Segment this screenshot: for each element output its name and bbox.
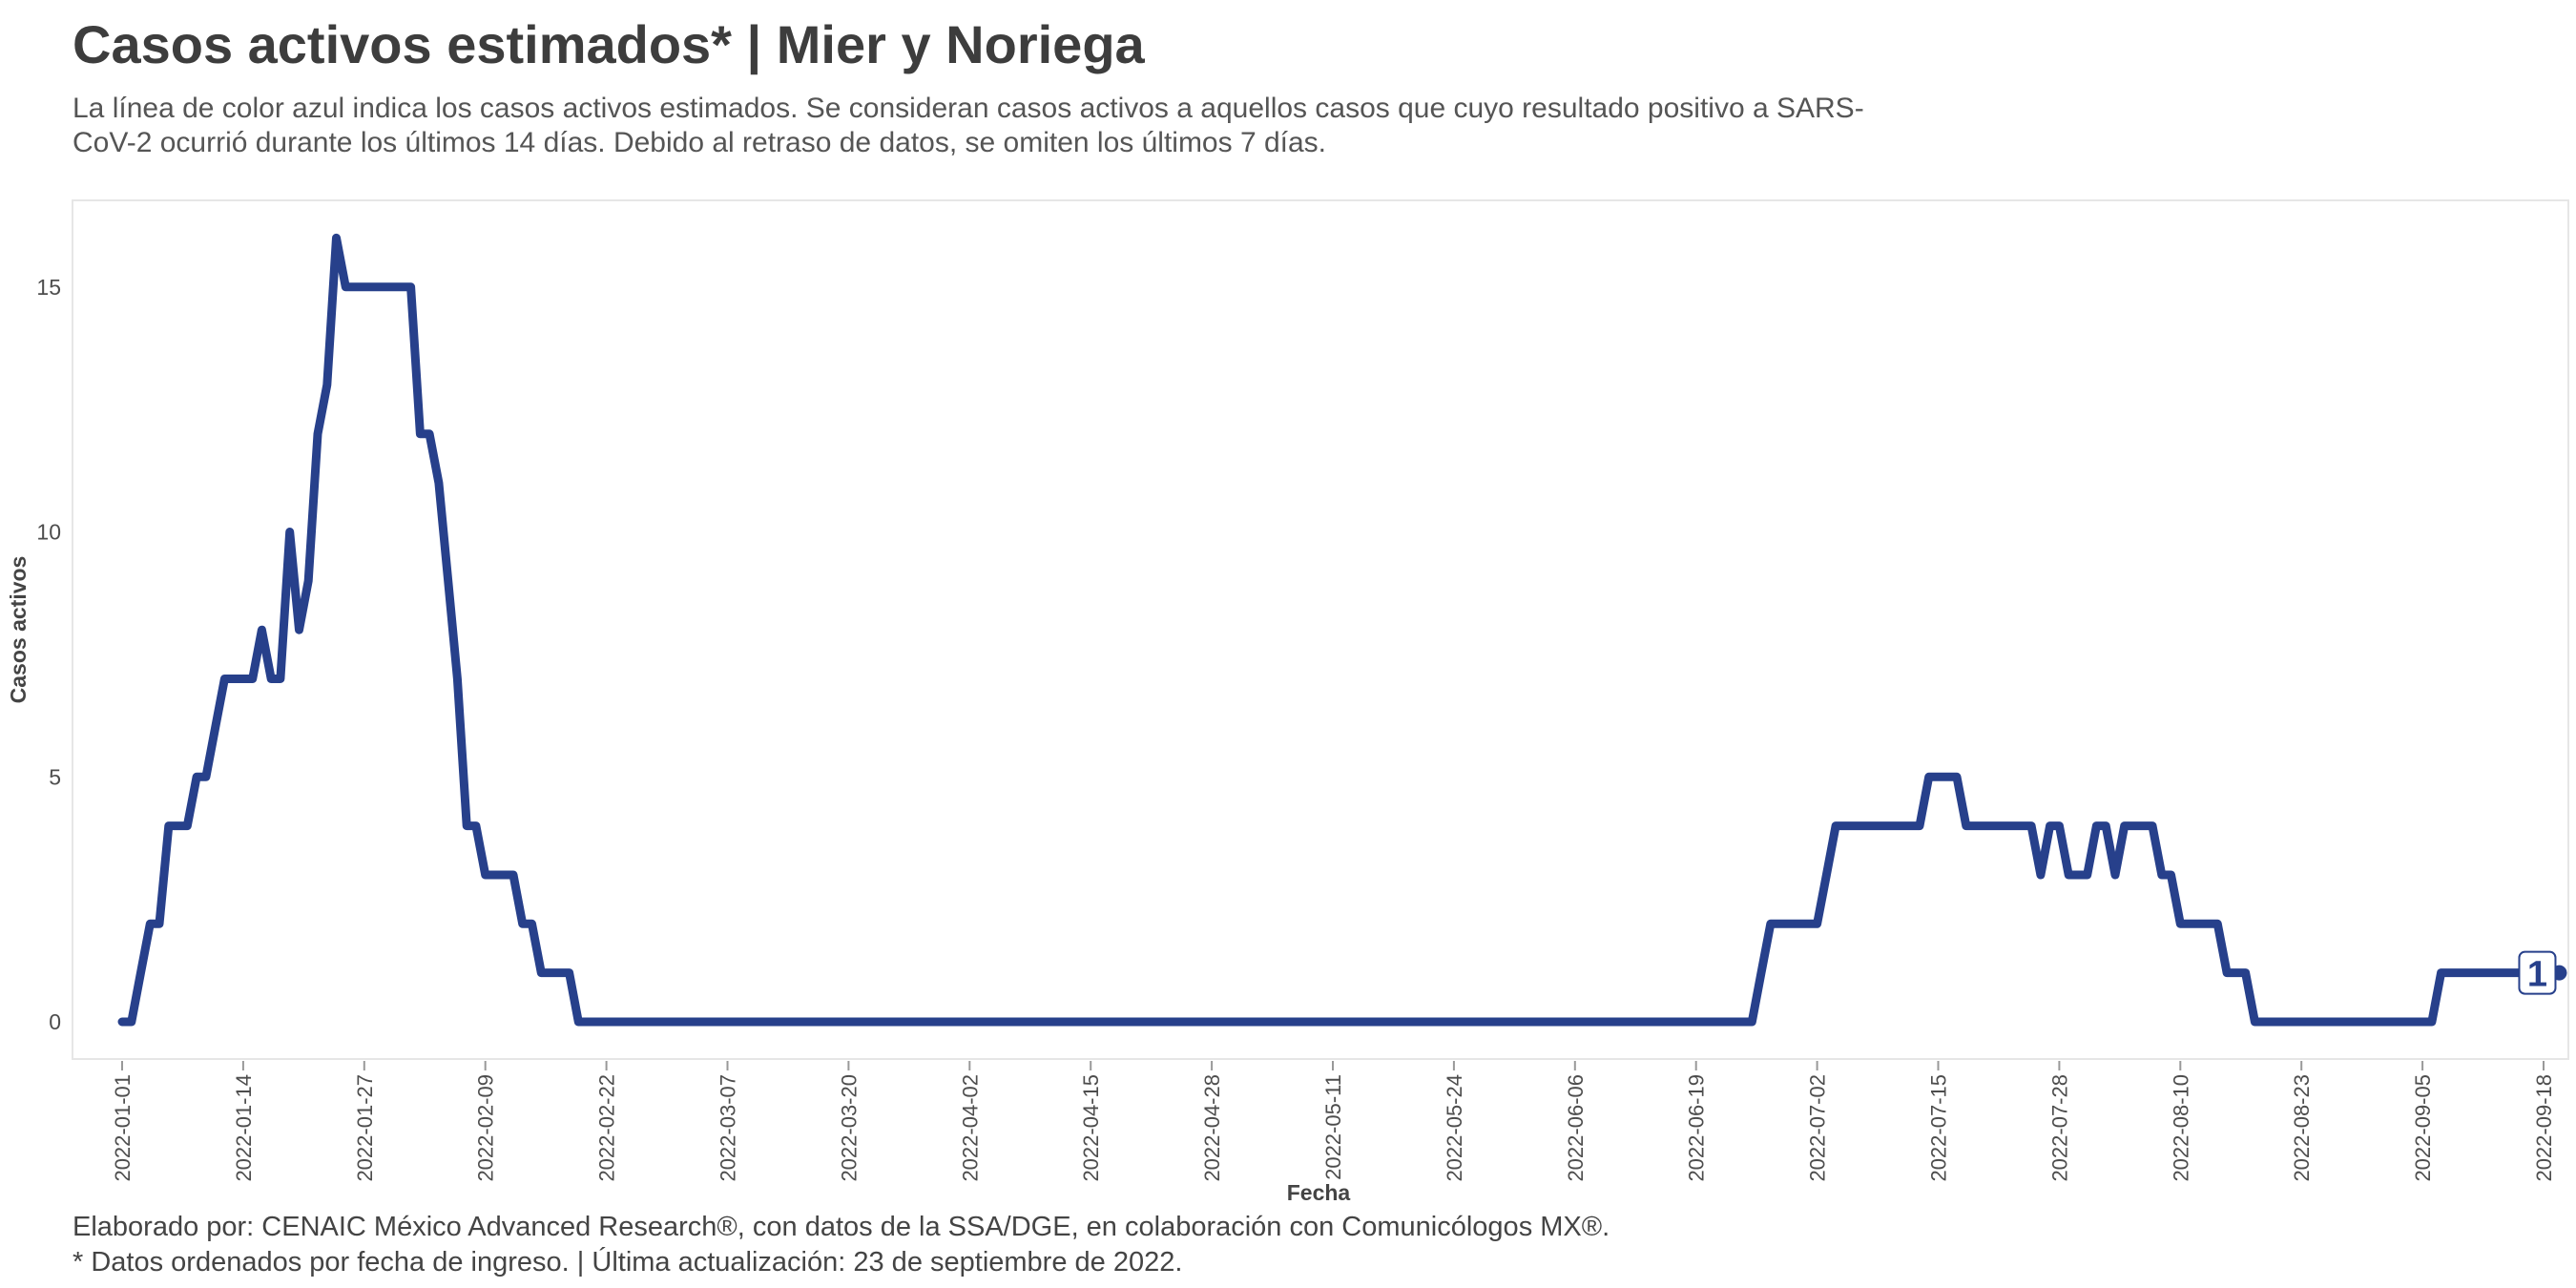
y-axis: 0 5 10 15 [36,275,61,1034]
x-tick-label-5: 2022-03-07 [717,1074,740,1182]
end-value-label: 1 [2518,950,2557,995]
chart-caption: Elaborado por: CENAIC México Advanced Re… [73,1210,1610,1280]
x-tick-label-9: 2022-04-28 [1200,1074,1224,1182]
x-tick-label-8: 2022-04-15 [1079,1074,1103,1182]
chart-subtitle: La línea de color azul indica los casos … [73,93,1864,158]
y-tick-label-2: 10 [36,520,61,545]
x-tick-label-19: 2022-09-05 [2411,1074,2435,1182]
y-tick-label-3: 15 [36,275,61,300]
x-tick-label-13: 2022-06-19 [1685,1074,1709,1182]
caption-line-1: Elaborado por: CENAIC México Advanced Re… [73,1212,1610,1242]
x-tick-label-4: 2022-02-22 [595,1074,619,1182]
x-tick-label-14: 2022-07-02 [1806,1074,1830,1182]
x-tick-label-0: 2022-01-01 [111,1074,135,1182]
x-tick-label-17: 2022-08-10 [2169,1074,2192,1182]
y-axis-title: Casos activos [6,556,31,704]
end-value-label-text: 1 [2527,955,2547,995]
x-tick-label-15: 2022-07-15 [1927,1074,1951,1182]
x-tick-label-6: 2022-03-20 [837,1074,861,1182]
x-tick-label-1: 2022-01-14 [232,1074,256,1182]
x-tick-label-16: 2022-07-28 [2047,1074,2071,1182]
x-tick-label-20: 2022-09-18 [2532,1074,2556,1182]
x-axis-title: Fecha [1287,1180,1351,1205]
x-tick-label-18: 2022-08-23 [2290,1074,2314,1182]
x-tick-label-2: 2022-01-27 [353,1074,377,1182]
x-tick-label-11: 2022-05-24 [1443,1074,1466,1182]
x-axis: 2022-01-01 2022-01-14 2022-01-27 2022-02-09… [111,1061,2556,1182]
chart-title: Casos activos estimados* | Mier y Norieg… [73,14,1145,74]
x-tick-label-7: 2022-04-02 [958,1074,982,1182]
plot-panel [72,199,2569,1060]
x-tick-label-3: 2022-02-09 [474,1074,498,1182]
y-tick-label-0: 0 [49,1009,61,1034]
y-tick-label-1: 5 [49,764,61,789]
x-tick-label-12: 2022-06-06 [1564,1074,1588,1182]
series-line-casos-activos [117,233,2529,1027]
x-tick-label-10: 2022-05-11 [1321,1074,1345,1180]
caption-line-2: * Datos ordenados por fecha de ingreso. … [73,1247,1183,1278]
